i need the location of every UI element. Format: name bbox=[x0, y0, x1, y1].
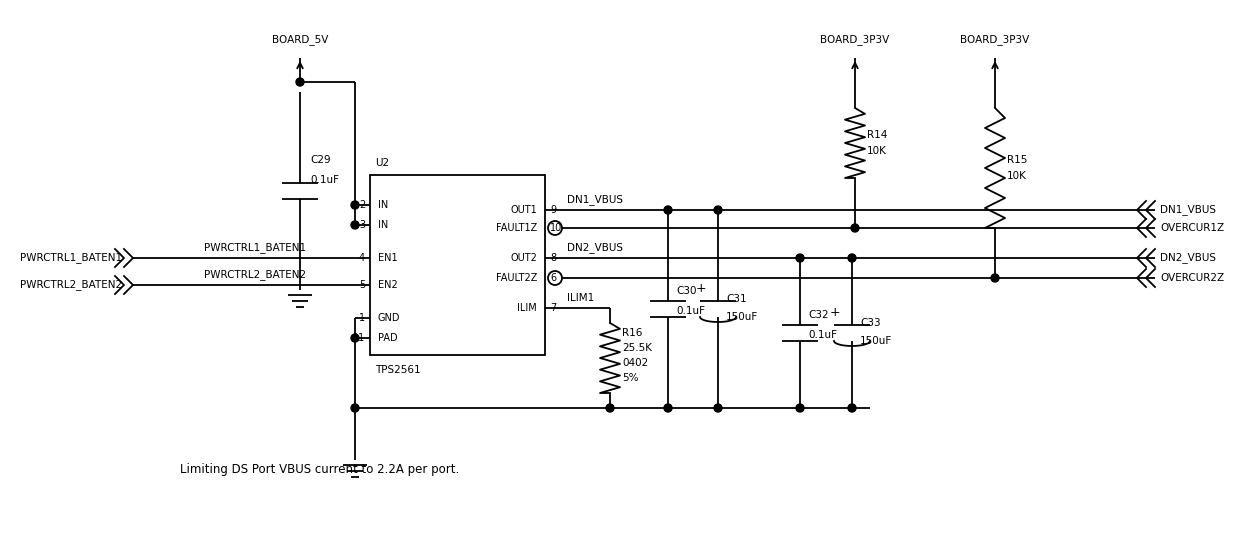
Text: PAD: PAD bbox=[378, 333, 398, 343]
Text: OUT2: OUT2 bbox=[510, 253, 537, 263]
Text: 7: 7 bbox=[550, 303, 556, 313]
Text: 150uF: 150uF bbox=[726, 312, 758, 322]
Text: GND: GND bbox=[378, 313, 400, 323]
Text: 0.1uF: 0.1uF bbox=[676, 306, 705, 316]
Circle shape bbox=[296, 78, 304, 86]
Circle shape bbox=[714, 404, 722, 412]
Text: 25.5K: 25.5K bbox=[622, 343, 652, 353]
Text: 150uF: 150uF bbox=[860, 336, 892, 346]
Text: U2: U2 bbox=[375, 158, 389, 168]
Text: C29: C29 bbox=[310, 155, 331, 165]
Text: IN: IN bbox=[378, 220, 388, 230]
Text: FAULT2Z: FAULT2Z bbox=[495, 273, 537, 283]
Circle shape bbox=[848, 254, 856, 262]
Text: 5: 5 bbox=[358, 280, 366, 290]
Text: C32: C32 bbox=[808, 310, 829, 320]
Text: IN: IN bbox=[378, 200, 388, 210]
Text: 10K: 10K bbox=[1007, 171, 1026, 181]
Text: +: + bbox=[697, 282, 706, 295]
Text: +: + bbox=[830, 307, 841, 320]
Text: 0402: 0402 bbox=[622, 358, 648, 368]
Circle shape bbox=[990, 274, 999, 282]
Text: OUT1: OUT1 bbox=[510, 205, 537, 215]
Text: OVERCUR2Z: OVERCUR2Z bbox=[1160, 273, 1224, 283]
Text: 5%: 5% bbox=[622, 373, 638, 383]
Circle shape bbox=[664, 206, 672, 214]
Text: 8: 8 bbox=[550, 253, 556, 263]
Circle shape bbox=[351, 334, 359, 342]
Text: 9: 9 bbox=[550, 205, 556, 215]
Text: FAULT1Z: FAULT1Z bbox=[495, 223, 537, 233]
Bar bbox=[370, 175, 545, 355]
Text: R15: R15 bbox=[1007, 155, 1028, 165]
Text: C30: C30 bbox=[676, 286, 697, 296]
Text: PWRCTRL2_BATEN2: PWRCTRL2_BATEN2 bbox=[204, 270, 306, 280]
Text: ILIM: ILIM bbox=[517, 303, 537, 313]
Circle shape bbox=[351, 221, 359, 229]
Text: TPS2561: TPS2561 bbox=[375, 365, 421, 375]
Text: 0.1uF: 0.1uF bbox=[808, 330, 837, 340]
Text: Limiting DS Port VBUS current to 2.2A per port.: Limiting DS Port VBUS current to 2.2A pe… bbox=[180, 463, 459, 476]
Text: 10K: 10K bbox=[867, 146, 887, 156]
Text: 6: 6 bbox=[550, 273, 556, 283]
Circle shape bbox=[714, 206, 722, 214]
Text: PWRCTRL1_BATEN1: PWRCTRL1_BATEN1 bbox=[204, 243, 306, 253]
Text: DN1_VBUS: DN1_VBUS bbox=[567, 194, 622, 206]
Text: C33: C33 bbox=[860, 318, 881, 328]
Circle shape bbox=[351, 201, 359, 209]
Text: DN1_VBUS: DN1_VBUS bbox=[1160, 205, 1216, 215]
Circle shape bbox=[351, 404, 359, 412]
Text: BOARD_3P3V: BOARD_3P3V bbox=[820, 34, 889, 46]
Text: EN1: EN1 bbox=[378, 253, 398, 263]
Text: 2: 2 bbox=[358, 200, 366, 210]
Text: DN2_VBUS: DN2_VBUS bbox=[1160, 252, 1216, 264]
Text: C31: C31 bbox=[726, 294, 747, 304]
Text: 11: 11 bbox=[353, 333, 366, 343]
Text: R14: R14 bbox=[867, 130, 888, 140]
Text: PWRCTRL1_BATEN1: PWRCTRL1_BATEN1 bbox=[20, 252, 122, 264]
Circle shape bbox=[848, 404, 856, 412]
Text: 0.1uF: 0.1uF bbox=[310, 175, 338, 185]
Text: BOARD_3P3V: BOARD_3P3V bbox=[961, 34, 1030, 46]
Text: DN2_VBUS: DN2_VBUS bbox=[567, 243, 622, 253]
Text: BOARD_5V: BOARD_5V bbox=[272, 34, 329, 46]
Text: OVERCUR1Z: OVERCUR1Z bbox=[1160, 223, 1224, 233]
Circle shape bbox=[797, 404, 804, 412]
Circle shape bbox=[664, 404, 672, 412]
Circle shape bbox=[851, 224, 860, 232]
Text: 3: 3 bbox=[359, 220, 366, 230]
Circle shape bbox=[606, 404, 614, 412]
Text: 10: 10 bbox=[550, 223, 562, 233]
Text: PWRCTRL2_BATEN2: PWRCTRL2_BATEN2 bbox=[20, 280, 122, 291]
Text: ILIM1: ILIM1 bbox=[567, 293, 594, 303]
Text: R16: R16 bbox=[622, 328, 642, 338]
Text: 1: 1 bbox=[359, 313, 366, 323]
Circle shape bbox=[797, 254, 804, 262]
Text: EN2: EN2 bbox=[378, 280, 398, 290]
Text: 4: 4 bbox=[359, 253, 366, 263]
